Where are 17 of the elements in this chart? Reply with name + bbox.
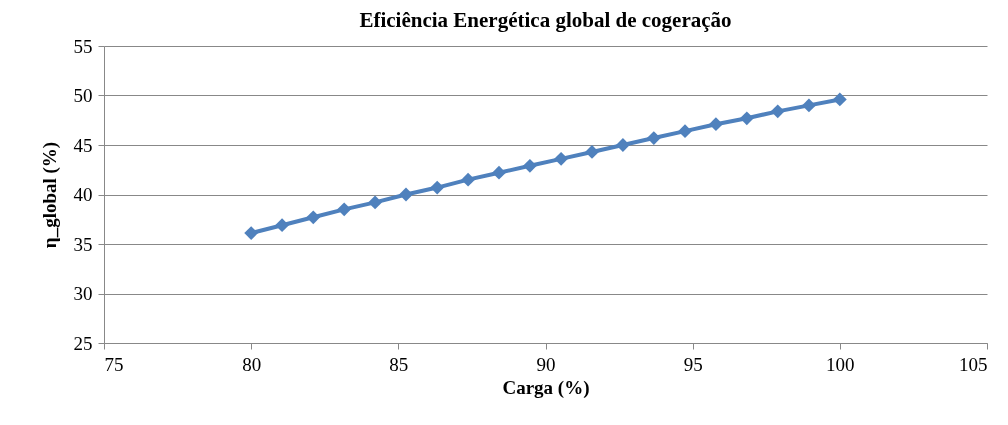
x-tick-label: 105	[959, 353, 988, 375]
y-tick-label: 25	[73, 332, 93, 354]
x-tick-label: 75	[104, 353, 124, 375]
y-tick-label: 55	[73, 35, 93, 57]
y-tick-label: 45	[73, 134, 93, 156]
y-tick-label: 40	[73, 184, 93, 205]
y-tick-label: 50	[73, 85, 93, 106]
chart-title: Eficiência Energética global de cogeração	[359, 8, 732, 32]
x-tick-label: 90	[536, 353, 556, 375]
x-tick-label: 80	[242, 353, 262, 375]
x-tick-label: 100	[826, 353, 855, 375]
x-axis-title: Carga (%)	[502, 376, 590, 399]
x-tick-label: 85	[389, 353, 409, 375]
y-tick-label: 30	[73, 283, 93, 304]
x-tick-label: 95	[683, 353, 703, 375]
y-tick-label: 35	[73, 233, 93, 255]
y-axis-title: η_global (%)	[38, 141, 61, 249]
